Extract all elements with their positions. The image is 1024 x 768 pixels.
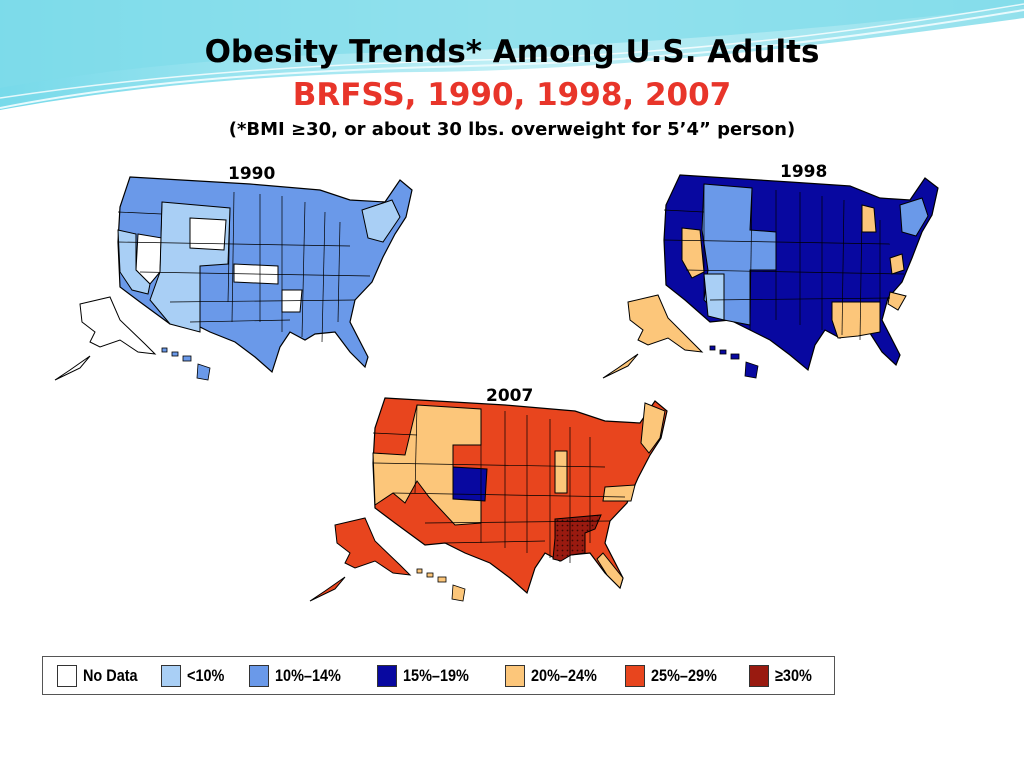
legend-label: No Data [83, 666, 138, 685]
legend-item-no-data: No Data [57, 665, 147, 687]
slide-title: Obesity Trends* Among U.S. Adults [204, 34, 820, 70]
orange-region-south [831, 301, 881, 339]
legend-item-20-24: 20%–24% [505, 665, 609, 687]
legend-swatch [57, 665, 77, 687]
hawaii-shape [161, 347, 211, 381]
slide-subtitle: BRFSS, 1990, 1998, 2007 [292, 77, 732, 113]
dark-region-south [552, 514, 602, 562]
legend-label: <10% [187, 666, 225, 685]
map-label-1990: 1990 [228, 164, 276, 184]
orange-region-michigan [861, 204, 877, 233]
map-label-2007: 2007 [486, 386, 534, 406]
orange-region-northeast [640, 402, 666, 454]
legend-label: 10%–14% [275, 666, 341, 685]
legend-swatch [505, 665, 525, 687]
legend-swatch [625, 665, 645, 687]
orange-region-virginia [602, 484, 636, 502]
blue-region-colorado [452, 466, 488, 502]
light-region-arizona [703, 273, 725, 321]
legend-swatch [161, 665, 181, 687]
legend-label: 25%–29% [651, 666, 717, 685]
light-region-west [117, 229, 151, 295]
us-map-2007 [309, 397, 668, 602]
orange-region-west-virginia [889, 253, 905, 275]
legend-item-30-plus: ≥30% [749, 665, 818, 687]
alaska-shape [602, 294, 704, 379]
legend-label: 15%–19% [403, 666, 469, 685]
orange-region-south-carolina [887, 291, 907, 311]
legend-item-under-10: <10% [161, 665, 231, 687]
legend-swatch [249, 665, 269, 687]
state-borders [663, 184, 905, 341]
legend-item-15-19: 15%–19% [377, 665, 481, 687]
legend: No Data <10% 10%–14% 15%–19% 20%–24% 25%… [42, 656, 835, 695]
alaska-shape [309, 517, 412, 602]
hawaii-shape [416, 568, 466, 602]
light-region-northeast [361, 199, 401, 243]
legend-label: ≥30% [775, 666, 812, 685]
state-borders [372, 404, 626, 563]
state-borders [117, 191, 371, 343]
medium-region-northeast [899, 197, 929, 237]
slide-footnote: (*BMI ≥30, or about 30 lbs. overweight f… [228, 119, 796, 140]
white-region-wyoming [189, 217, 227, 251]
legend-item-10-14: 10%–14% [249, 665, 353, 687]
legend-label: 20%–24% [531, 666, 597, 685]
hawaii-shape [709, 345, 759, 379]
orange-region-east [554, 450, 568, 494]
map-label-1998: 1998 [780, 162, 828, 182]
orange-region-florida [596, 552, 624, 589]
alaska-shape [54, 296, 157, 381]
us-map-1998 [602, 174, 939, 379]
legend-swatch [749, 665, 769, 687]
legend-item-25-29: 25%–29% [625, 665, 729, 687]
legend-swatch [377, 665, 397, 687]
us-map-1990 [54, 176, 413, 381]
